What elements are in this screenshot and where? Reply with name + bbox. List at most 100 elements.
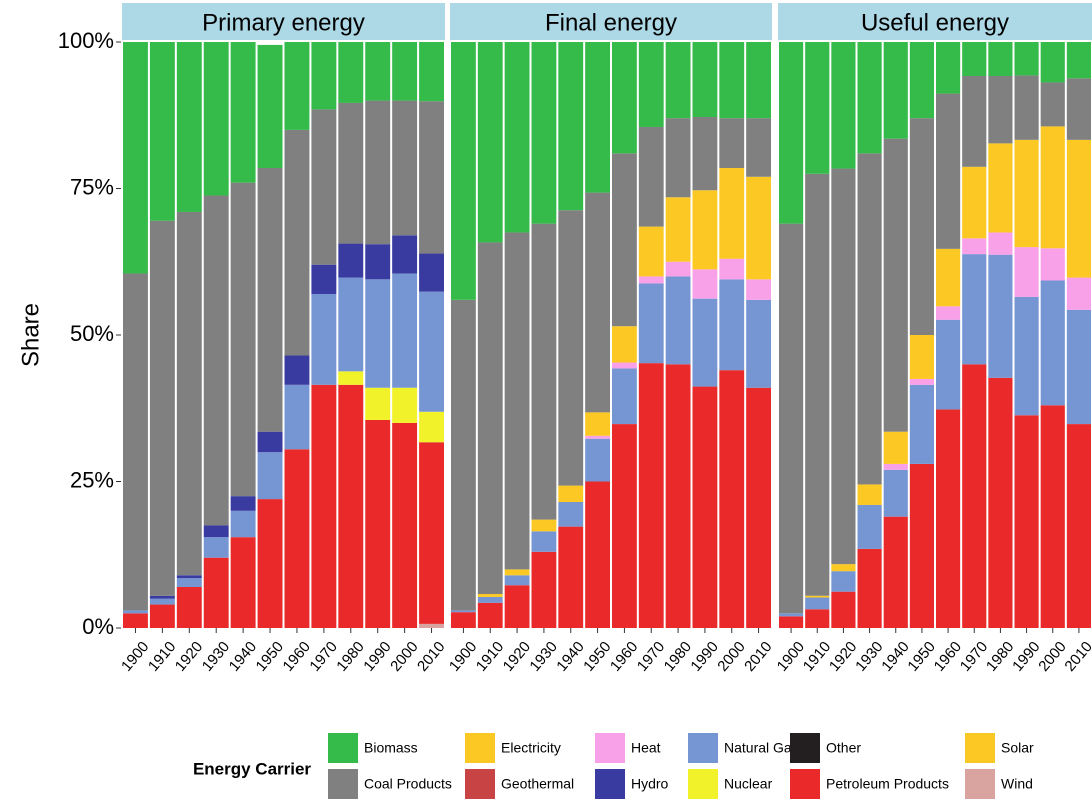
legend-swatch	[595, 733, 625, 763]
bar-segment: Coal Products	[311, 109, 337, 265]
x-tick-label: 1920	[172, 638, 206, 674]
bar-segment: Nuclear	[365, 387, 391, 420]
x-tick-label: 1960	[931, 638, 965, 674]
legend-label: Electricity	[501, 740, 561, 756]
bar-segment: Coal Products	[936, 93, 961, 249]
legend-swatch	[465, 733, 495, 763]
bar-segment: Petroleum Products	[988, 377, 1013, 628]
bar-segment: Heat	[692, 269, 718, 299]
bar-segment: Hydro	[338, 243, 364, 278]
bar-segment: Electricity	[1066, 139, 1091, 278]
bar-segment: Petroleum Products	[831, 591, 856, 628]
bar-segment: Natural Gas	[909, 384, 934, 464]
bar-segment: Heat	[585, 435, 610, 439]
bar-segment: Coal Products	[149, 220, 175, 596]
bar-segment: Heat	[883, 463, 908, 470]
bar-segment: Petroleum Products	[779, 616, 804, 628]
legend-swatch	[328, 769, 358, 799]
legend-label: Other	[826, 740, 861, 756]
bar-segment: Coal Products	[531, 223, 557, 520]
bar-segment: Biomass	[451, 42, 476, 300]
bar-segment: Biomass	[988, 42, 1013, 76]
bar-segment: Natural Gas	[883, 469, 908, 517]
legend-label: Heat	[631, 740, 661, 756]
bar-segment: Electricity	[638, 226, 664, 277]
bar-segment: Biomass	[419, 42, 444, 102]
bar-segment: Coal Products	[338, 102, 364, 244]
bar-segment: Petroleum Products	[392, 422, 418, 628]
bar-segment: Electricity	[746, 176, 771, 280]
bar-segment: Hydro	[419, 253, 444, 292]
bar-segment: Electricity	[719, 167, 745, 259]
bar-segment: Petroleum Products	[719, 370, 745, 628]
y-tick-label: 0%	[82, 614, 114, 639]
x-tick-label: 1910	[473, 638, 507, 674]
bar-segment: Coal Products	[257, 167, 283, 432]
bar-segment: Coal Products	[638, 126, 664, 227]
bar-segment: Biomass	[746, 42, 771, 119]
bar-segment: Biomass	[477, 42, 503, 243]
legend-swatch	[595, 769, 625, 799]
legend-swatch	[328, 733, 358, 763]
bar-segment: Natural Gas	[1014, 296, 1039, 416]
bar-segment: Electricity	[665, 197, 691, 262]
bar-segment: Coal Products	[612, 153, 637, 327]
y-tick-label: 75%	[70, 174, 114, 199]
legend-label: Hydro	[631, 776, 669, 792]
bar-segment: Electricity	[558, 485, 584, 503]
bar-segment: Natural Gas	[665, 276, 691, 365]
bar-segment: Biomass	[531, 42, 557, 224]
bar-segment: Petroleum Products	[883, 516, 908, 628]
bar-segment: Electricity	[936, 248, 961, 307]
bar-segment: Natural Gas	[176, 578, 202, 587]
bar-segment: Natural Gas	[638, 283, 664, 364]
legend-label: Nuclear	[724, 776, 773, 792]
bar-segment: Petroleum Products	[149, 604, 175, 628]
x-tick-label: 1980	[983, 638, 1017, 674]
legend-label: Geothermal	[501, 776, 574, 792]
legend-label: Solar	[1001, 740, 1034, 756]
bar-segment: Natural Gas	[857, 504, 882, 549]
bar-segment: Biomass	[176, 42, 202, 212]
legend-swatch	[965, 733, 995, 763]
panel-title: Final energy	[545, 9, 677, 36]
bar-segment: Natural Gas	[612, 368, 637, 425]
x-tick-label: 2000	[714, 638, 748, 674]
bar-segment: Coal Products	[477, 242, 503, 595]
x-tick-label: 1920	[826, 638, 860, 674]
bar-segment: Hydro	[230, 496, 256, 511]
bar-segment: Petroleum Products	[746, 387, 771, 628]
bar-segment: Petroleum Products	[477, 602, 503, 628]
strip	[778, 3, 1092, 40]
bar-segment: Biomass	[392, 42, 418, 101]
bar-segment: Biomass	[962, 42, 987, 76]
bar-segment: Natural Gas	[230, 510, 256, 538]
bar-segment: Biomass	[311, 42, 337, 110]
bar-segment: Hydro	[149, 595, 175, 599]
legend-label: Wind	[1001, 776, 1033, 792]
bar-segment: Biomass	[883, 42, 908, 139]
bar-segment: Petroleum Products	[284, 449, 310, 628]
legend-title: Energy Carrier	[193, 759, 311, 778]
bar-segment: Heat	[988, 232, 1013, 255]
bar-segment: Electricity	[477, 594, 503, 597]
x-tick-label: 2000	[387, 638, 421, 674]
bar-segment: Natural Gas	[149, 598, 175, 605]
bar-segment: Biomass	[257, 44, 283, 168]
bar-segment: Heat	[936, 306, 961, 320]
x-tick-label: 1930	[526, 638, 560, 674]
bar-segment: Coal Products	[123, 273, 148, 611]
x-tick-label: 1930	[199, 638, 233, 674]
bar-segment: Petroleum Products	[365, 419, 391, 628]
x-tick-label: 1980	[333, 638, 367, 674]
bar-segment: Natural Gas	[284, 384, 310, 450]
bar-segment: Coal Products	[831, 168, 856, 565]
bar-segment: Natural Gas	[203, 537, 229, 558]
bar-segment: Petroleum Products	[531, 551, 557, 628]
bar-segment: Biomass	[692, 42, 718, 118]
x-tick-label: 1950	[253, 638, 287, 674]
x-tick-label: 1940	[878, 638, 912, 674]
bar-segment: Petroleum Products	[909, 463, 934, 628]
bar-segment: Biomass	[284, 42, 310, 130]
bar-segment: Heat	[612, 362, 637, 369]
